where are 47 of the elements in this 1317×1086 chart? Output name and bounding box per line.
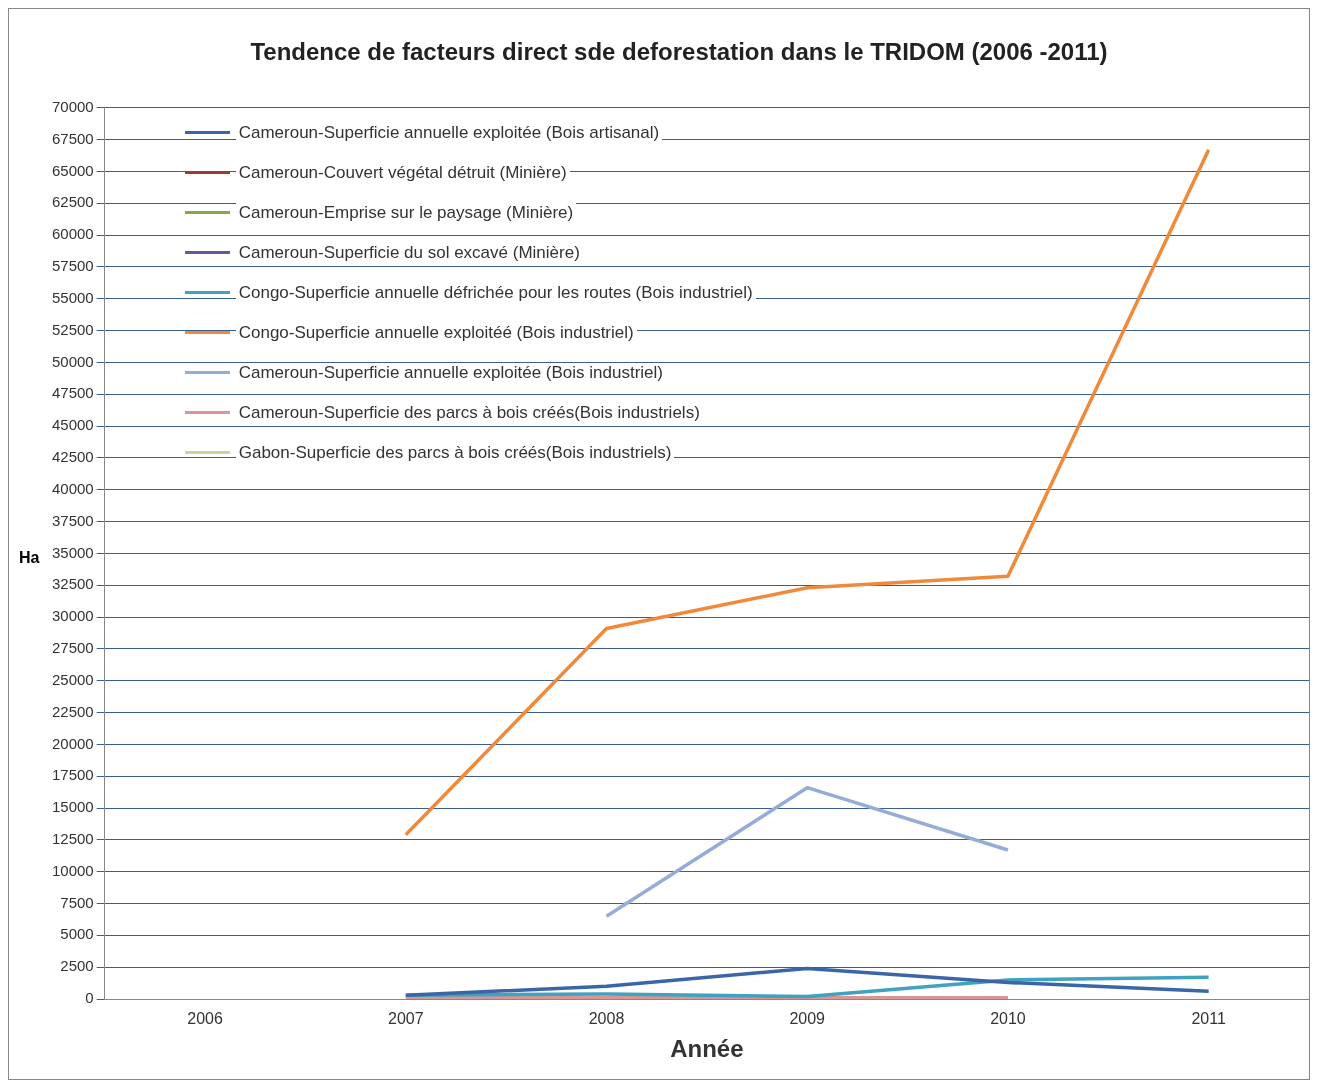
y-tick-label: 65000 xyxy=(51,161,94,179)
y-tick-label: 57500 xyxy=(51,257,94,275)
legend-label: Cameroun-Superficie annuelle exploitée (Bois industriel) xyxy=(235,362,666,383)
y-tick-label: 35000 xyxy=(51,543,94,561)
y-tick-label: 15000 xyxy=(51,798,94,816)
y-tick-label: 67500 xyxy=(51,129,94,147)
y-tick-label: 10000 xyxy=(51,861,94,879)
y-axis-title: Ha xyxy=(19,549,40,567)
y-tick-label: 42500 xyxy=(51,448,94,466)
legend-label: Congo-Superficie annuelle exploitéé (Bois industriel) xyxy=(235,322,637,343)
legend-label: Gabon-Superficie des parcs à bois créés(Bois industriels) xyxy=(235,442,675,463)
legend-label: Cameroun-Superficie des parcs à bois créés(Bois industriels) xyxy=(235,402,703,423)
legend-label: Cameroun-Superficie du sol excavé (Minière) xyxy=(235,242,583,263)
legend-label: Cameroun-Superficie annuelle exploitée (Bois artisanal) xyxy=(235,122,663,143)
y-tick-label: 62500 xyxy=(51,193,94,211)
y-tick-label: 20000 xyxy=(51,734,94,752)
y-tick-label: 2500 xyxy=(60,957,94,975)
y-tick-label: 5000 xyxy=(60,925,94,943)
y-tick-label: 60000 xyxy=(51,225,94,243)
y-tick-label: 37500 xyxy=(51,511,94,529)
y-tick-label: 45000 xyxy=(51,416,94,434)
y-tick-label: 40000 xyxy=(51,479,94,497)
legend-label: Cameroun-Emprise sur le paysage (Minière) xyxy=(235,202,577,223)
y-tick-label: 27500 xyxy=(51,639,94,657)
x-tick-label: 2010 xyxy=(990,1010,1026,1028)
legend-label: Cameroun-Couvert végétal détruit (Minière) xyxy=(235,162,570,183)
y-tick-label: 32500 xyxy=(51,575,94,593)
x-axis-title: Année xyxy=(670,1035,744,1063)
y-tick-label: 7500 xyxy=(60,893,94,911)
y-tick-label: 25000 xyxy=(51,670,94,688)
x-tick-label: 2008 xyxy=(588,1010,625,1028)
y-tick-label: 22500 xyxy=(51,702,94,720)
y-tick-label: 52500 xyxy=(51,320,94,338)
y-tick-label: 55000 xyxy=(51,288,94,306)
chart-title: Tendence de facteurs direct sde deforestation dans le TRIDOM (2006 -2011) xyxy=(250,38,1108,66)
y-tick-label: 12500 xyxy=(51,830,94,847)
y-tick-label: 47500 xyxy=(51,384,94,402)
x-tick-label: 2011 xyxy=(1191,1010,1226,1028)
y-tick-label: 30000 xyxy=(51,607,94,625)
x-tick-label: 2007 xyxy=(387,1010,424,1028)
x-tick-label: 2006 xyxy=(187,1010,223,1028)
y-tick-label: 50000 xyxy=(51,352,94,370)
y-tick-label: 17500 xyxy=(51,766,94,784)
x-tick-label: 2009 xyxy=(789,1010,826,1028)
legend-label: Congo-Superficie annuelle défrichée pour les routes (Bois industriel) xyxy=(235,282,756,303)
y-tick-label: 0 xyxy=(85,989,94,1007)
y-tick-label: 70000 xyxy=(51,97,94,115)
